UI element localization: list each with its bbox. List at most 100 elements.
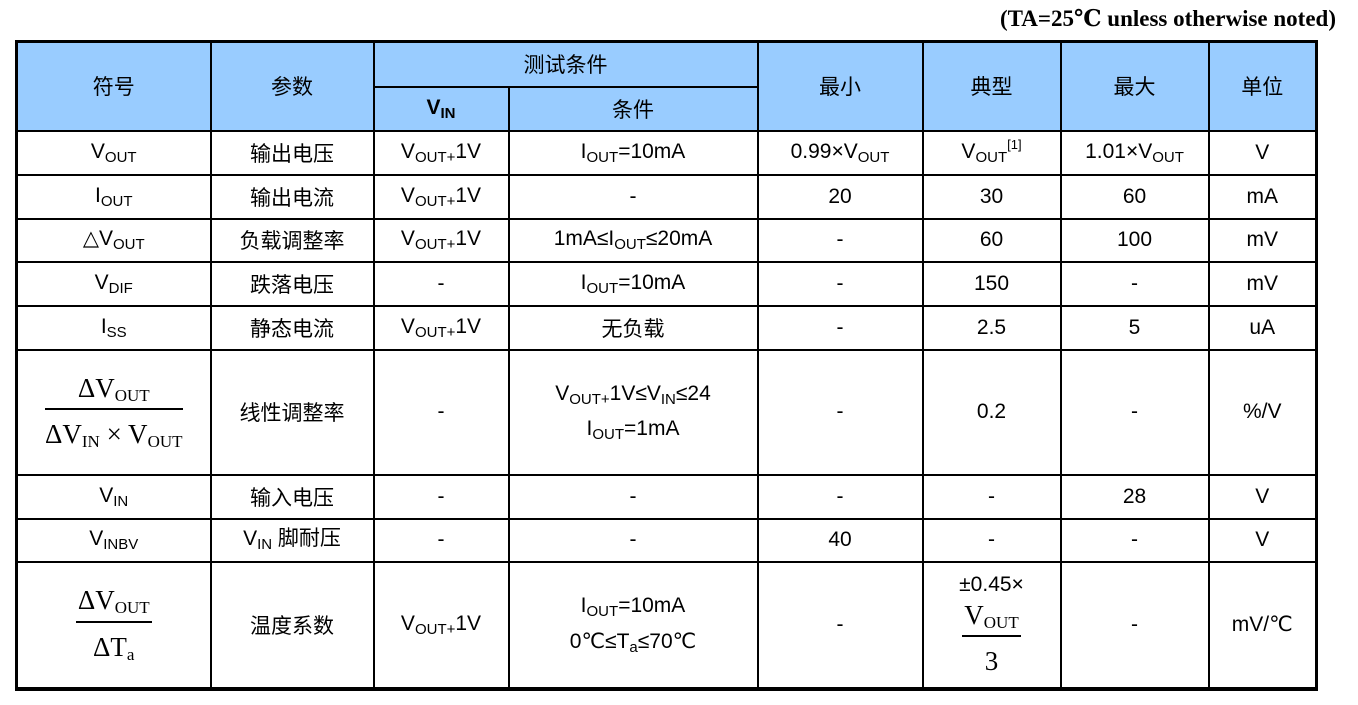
cell-condition: VOUT+1V≤VIN≤24 IOUT=1mA <box>507 348 759 476</box>
text-segment: OUT <box>975 149 1008 167</box>
cell-min: 20 <box>756 173 924 220</box>
text-segment: V <box>400 314 415 338</box>
table-row-temp-coefficient: ΔVOUT ΔTa 温度系数 VOUT+1V IOUT=10mA 0℃≤Ta≤70℃ - ±0… <box>15 560 1318 690</box>
cell-min: 0.99×VOUT <box>756 129 924 176</box>
cell-max: - <box>1059 517 1210 563</box>
text-segment: OUT <box>114 598 150 618</box>
text-line: IOUT <box>18 182 210 212</box>
denominator: ΔVIN × VOUT <box>45 416 183 452</box>
text-segment: IN <box>660 390 676 408</box>
text-segment: × V <box>99 419 148 449</box>
cell-condition: IOUT=10mA 0℃≤Ta≤70℃ <box>507 560 759 690</box>
cell-condition: - <box>507 473 759 520</box>
table-row-vdif: VDIF 跌落电压 - IOUT=10mA -150- mV <box>15 260 1318 307</box>
text-segment: SS <box>106 323 127 341</box>
table-row-load-regulation: △VOUT 负载调整率 VOUT+1V 1mA≤IOUT≤20mA -60 100 mV <box>15 217 1318 263</box>
numerator: ΔVOUT <box>44 372 183 410</box>
table-body: VOUT 输出电压 VOUT+1V IOUT=10mA 0.99×VOUT VOUT[1]… <box>15 129 1318 690</box>
cell-unit: mV <box>1207 217 1318 263</box>
text-segment: V <box>400 227 415 251</box>
text-segment: V <box>94 270 109 294</box>
text-line: 0.99×VOUT <box>759 138 922 168</box>
cell-max: 5 <box>1059 304 1210 351</box>
cell-unit: V <box>1207 473 1318 520</box>
text-segment: 1V≤V <box>609 381 661 405</box>
text-segment: I <box>580 270 587 294</box>
text-segment: △V <box>82 227 113 251</box>
text-segment: a <box>126 644 135 664</box>
text-segment: OUT <box>586 279 619 297</box>
header-condition: 条件 <box>507 85 759 132</box>
cell-condition: 无负载 <box>507 304 759 351</box>
cell-unit: mV <box>1207 260 1318 307</box>
table-header: 符号 参数 测试条件 最小 典型 最大 单位 VIN 条件 <box>15 40 1318 132</box>
text-segment: V <box>89 527 104 551</box>
text-line: VIN <box>375 94 508 124</box>
text-segment: V <box>555 381 570 405</box>
header-typ: 典型 <box>921 40 1062 132</box>
text-segment: [1] <box>1007 137 1022 153</box>
text-segment: I <box>580 139 587 163</box>
header-parameter: 参数 <box>209 40 375 132</box>
text-segment: IN <box>113 492 129 510</box>
text-line: VOUT+1V≤VIN≤24 <box>510 380 757 410</box>
cell-min: - <box>756 217 924 263</box>
text-line: VOUT+1V <box>375 225 508 255</box>
cell-typ: 150 <box>921 260 1062 307</box>
cell-vin: VOUT+1V <box>372 129 510 176</box>
text-segment: =10mA <box>618 594 686 617</box>
header-unit: 单位 <box>1207 40 1318 132</box>
text-line: ±0.45× <box>924 571 1060 598</box>
text-segment: OUT <box>113 236 145 254</box>
cell-vin: - <box>372 473 510 520</box>
cell-typ: 0.2 <box>921 348 1062 476</box>
text-line: VOUT[1] <box>924 137 1060 168</box>
text-segment: V <box>426 95 441 119</box>
text-line: IOUT=10mA <box>510 269 757 299</box>
text-line: VOUT <box>18 138 210 168</box>
cell-vin: VOUT+1V <box>372 304 510 351</box>
text-segment: OUT+ <box>414 192 456 210</box>
text-segment: OUT <box>114 385 150 405</box>
text-segment: 1V <box>455 183 482 207</box>
cell-min: - <box>756 260 924 307</box>
text-segment: 3 <box>984 646 999 677</box>
cell-typ: - <box>921 473 1062 520</box>
table-row-iout: IOUT 输出电流 VOUT+1V -20 30 60 mA <box>15 173 1318 220</box>
text-segment: OUT <box>100 192 133 210</box>
cell-symbol: IOUT <box>15 173 212 220</box>
cell-symbol: VOUT <box>15 129 212 176</box>
cell-typ: 2.5 <box>921 304 1062 351</box>
text-segment: a <box>629 638 638 656</box>
cell-max: - <box>1059 348 1210 476</box>
cell-min: - <box>756 560 924 690</box>
text-segment: OUT <box>983 612 1019 632</box>
text-line: IOUT=10mA <box>510 592 757 622</box>
text-segment: 1mA≤I <box>553 227 615 251</box>
cell-vin: VOUT+1V <box>372 217 510 263</box>
text-segment: =1mA <box>624 417 680 440</box>
text-line: VINBV <box>18 525 210 555</box>
text-segment: V <box>90 139 105 163</box>
cell-unit: mV/℃ <box>1207 560 1318 690</box>
text-segment: IN <box>257 536 273 554</box>
cell-condition: - <box>507 173 759 220</box>
text-segment: OUT <box>147 432 183 451</box>
text-segment: OUT+ <box>569 390 610 408</box>
fraction: ΔVOUT ΔVIN × VOUT <box>44 372 183 453</box>
text-segment: IN <box>81 432 100 451</box>
fraction: ΔVOUT ΔTa <box>75 584 152 665</box>
cell-symbol: ΔVOUT ΔTa <box>15 560 212 690</box>
cell-parameter: 输入电压 <box>209 473 375 520</box>
cell-vin: - <box>372 348 510 476</box>
text-line: 0℃≤Ta≤70℃ <box>510 628 757 658</box>
table-row-vin: VIN 输入电压 - - - -28 V <box>15 473 1318 520</box>
cell-unit: uA <box>1207 304 1318 351</box>
cell-unit: mA <box>1207 173 1318 220</box>
text-segment: 1V <box>455 611 482 635</box>
cell-parameter: 温度系数 <box>209 560 375 690</box>
text-line: ISS <box>18 313 210 343</box>
text-segment: V <box>400 611 415 635</box>
header-max: 最大 <box>1059 40 1210 132</box>
cell-min: - <box>756 348 924 476</box>
